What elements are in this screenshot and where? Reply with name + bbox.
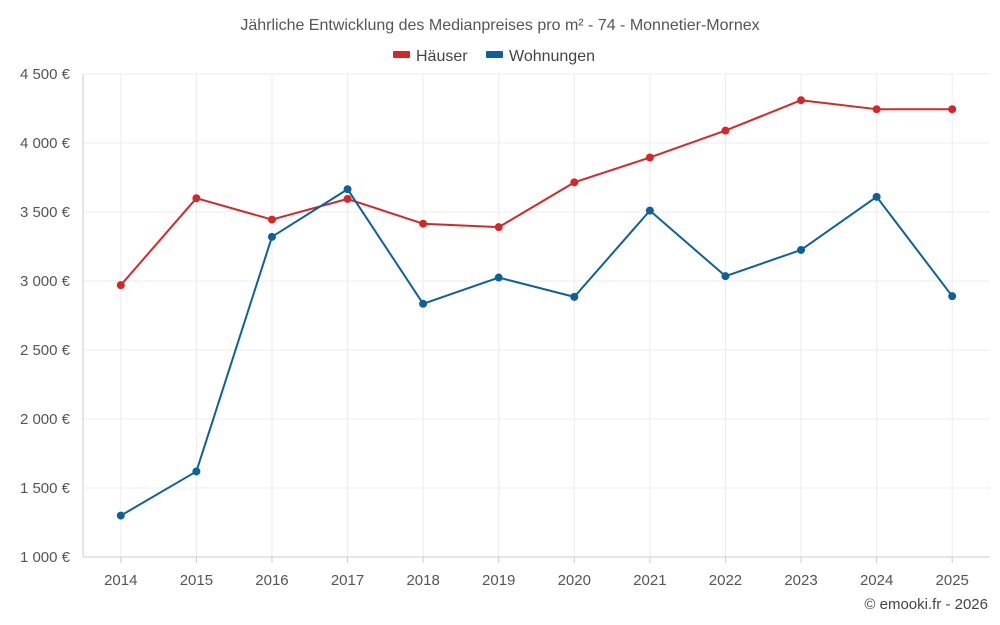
- x-tick-label: 2021: [633, 572, 666, 589]
- y-tick-label: 1 500 €: [20, 480, 71, 497]
- data-point-haeuser[interactable]: [192, 194, 201, 203]
- series: [116, 96, 957, 520]
- x-tick-label: 2019: [482, 572, 515, 589]
- y-tick-label: 2 500 €: [20, 342, 71, 359]
- legend: Häuser Wohnungen: [393, 48, 595, 65]
- data-point-haeuser[interactable]: [570, 178, 579, 187]
- legend-label-wohnungen: Wohnungen: [509, 48, 595, 65]
- data-point-wohnungen[interactable]: [267, 232, 276, 241]
- data-point-wohnungen[interactable]: [721, 272, 730, 281]
- y-tick-label: 3 000 €: [20, 273, 71, 290]
- x-tick-label: 2015: [180, 572, 213, 589]
- y-tick-label: 4 500 €: [20, 66, 71, 83]
- y-tick-label: 1 000 €: [20, 549, 71, 566]
- series-line-haeuser: [120, 99, 953, 286]
- legend-item-wohnungen[interactable]: Wohnungen: [486, 48, 595, 65]
- data-point-wohnungen[interactable]: [872, 192, 881, 201]
- x-tick-label: 2018: [406, 572, 439, 589]
- credit-text: © emooki.fr - 2026: [864, 596, 988, 613]
- data-point-wohnungen[interactable]: [645, 206, 654, 215]
- legend-label-haeuser: Häuser: [416, 48, 468, 65]
- series-wohnungen: [116, 185, 957, 520]
- grid: [83, 73, 990, 558]
- data-point-haeuser[interactable]: [797, 96, 806, 105]
- data-point-haeuser[interactable]: [116, 281, 125, 290]
- data-point-haeuser[interactable]: [645, 153, 654, 162]
- data-point-haeuser[interactable]: [494, 223, 503, 232]
- data-point-wohnungen[interactable]: [192, 467, 201, 476]
- legend-item-haeuser[interactable]: Häuser: [393, 48, 468, 65]
- x-tick-label: 2023: [784, 572, 817, 589]
- data-point-wohnungen[interactable]: [419, 299, 428, 308]
- legend-swatch-haeuser: [393, 51, 410, 58]
- legend-swatch-wohnungen: [486, 51, 503, 58]
- data-point-haeuser[interactable]: [948, 105, 957, 114]
- x-tick-label: 2016: [255, 572, 288, 589]
- x-tick-label: 2020: [558, 572, 591, 589]
- axes: 1 000 € 1 500 € 2 000 € 2 500 € 3 000 € 3 500…: [20, 66, 990, 589]
- y-tick-label: 4 000 €: [20, 135, 71, 152]
- data-point-wohnungen[interactable]: [343, 185, 352, 194]
- x-tick-label: 2022: [709, 572, 742, 589]
- x-tick-label: 2024: [860, 572, 893, 589]
- data-point-wohnungen[interactable]: [797, 245, 806, 254]
- data-point-wohnungen[interactable]: [570, 292, 579, 301]
- data-point-haeuser[interactable]: [419, 219, 428, 228]
- data-point-wohnungen[interactable]: [948, 292, 957, 301]
- x-tick-label: 2014: [104, 572, 137, 589]
- data-point-haeuser[interactable]: [872, 105, 881, 114]
- x-tick-label: 2025: [936, 572, 969, 589]
- x-tick-label: 2017: [331, 572, 364, 589]
- chart-title: Jährliche Entwicklung des Medianpreises …: [240, 17, 759, 34]
- data-point-haeuser[interactable]: [267, 215, 276, 224]
- data-point-wohnungen[interactable]: [494, 273, 503, 282]
- series-line-wohnungen: [120, 188, 954, 517]
- y-tick-label: 2 000 €: [20, 411, 71, 428]
- data-point-haeuser[interactable]: [343, 194, 352, 203]
- y-tick-label: 3 500 €: [20, 204, 71, 221]
- data-point-haeuser[interactable]: [721, 126, 730, 135]
- data-point-wohnungen[interactable]: [116, 511, 125, 520]
- series-haeuser: [116, 96, 957, 290]
